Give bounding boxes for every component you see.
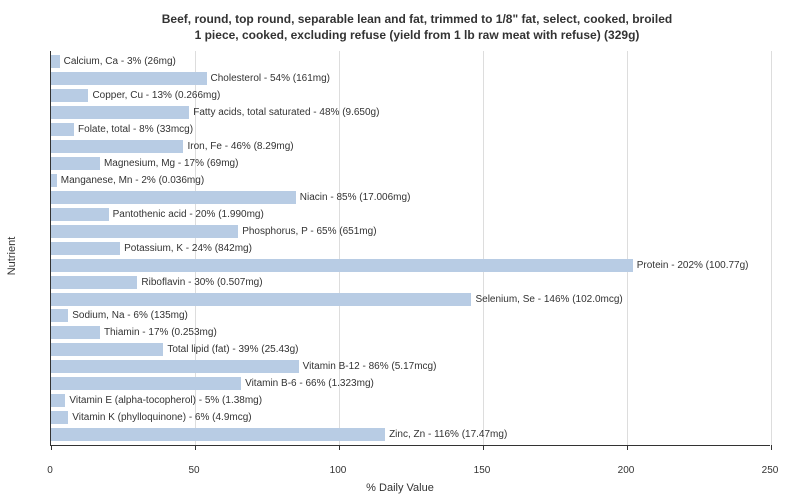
x-tick-mark <box>195 445 196 450</box>
nutrient-chart: Beef, round, top round, separable lean a… <box>0 0 800 500</box>
bar-row: Pantothenic acid - 20% (1.990mg) <box>51 206 770 223</box>
x-tick-mark <box>339 445 340 450</box>
nutrient-bar-label: Thiamin - 17% (0.253mg) <box>104 327 217 338</box>
nutrient-bar <box>51 225 238 238</box>
bar-row: Cholesterol - 54% (161mg) <box>51 70 770 87</box>
nutrient-bar <box>51 157 100 170</box>
nutrient-bar-label: Vitamin B-12 - 86% (5.17mcg) <box>303 361 437 372</box>
nutrient-bar-label: Fatty acids, total saturated - 48% (9.65… <box>193 107 379 118</box>
nutrient-bar-label: Selenium, Se - 146% (102.0mcg) <box>475 294 622 305</box>
nutrient-bar <box>51 106 189 119</box>
gridline <box>627 51 628 445</box>
nutrient-bar-label: Copper, Cu - 13% (0.266mg) <box>92 90 220 101</box>
nutrient-bar-label: Vitamin E (alpha-tocopherol) - 5% (1.38m… <box>69 395 262 406</box>
bar-row: Magnesium, Mg - 17% (69mg) <box>51 155 770 172</box>
bar-row: Folate, total - 8% (33mcg) <box>51 121 770 138</box>
nutrient-bar <box>51 89 88 102</box>
nutrient-bar-label: Sodium, Na - 6% (135mg) <box>72 310 188 321</box>
bar-row: Zinc, Zn - 116% (17.47mg) <box>51 426 770 443</box>
title-line-2: 1 piece, cooked, excluding refuse (yield… <box>195 28 640 42</box>
nutrient-bar-label: Iron, Fe - 46% (8.29mg) <box>187 141 293 152</box>
nutrient-bar-label: Vitamin K (phylloquinone) - 6% (4.9mcg) <box>72 412 251 423</box>
bar-row: Thiamin - 17% (0.253mg) <box>51 324 770 341</box>
bar-row: Iron, Fe - 46% (8.29mg) <box>51 138 770 155</box>
bar-row: Fatty acids, total saturated - 48% (9.65… <box>51 104 770 121</box>
nutrient-bar-label: Cholesterol - 54% (161mg) <box>211 73 331 84</box>
nutrient-bar <box>51 377 241 390</box>
nutrient-bar-label: Manganese, Mn - 2% (0.036mg) <box>61 175 204 186</box>
nutrient-bar-label: Magnesium, Mg - 17% (69mg) <box>104 158 239 169</box>
nutrient-bar <box>51 428 385 441</box>
nutrient-bar <box>51 242 120 255</box>
nutrient-bar <box>51 309 68 322</box>
bar-row: Protein - 202% (100.77g) <box>51 257 770 274</box>
nutrient-bar-label: Zinc, Zn - 116% (17.47mg) <box>389 429 507 440</box>
nutrient-bar-label: Riboflavin - 30% (0.507mg) <box>141 277 262 288</box>
x-tick-label: 250 <box>762 465 779 476</box>
bar-row: Selenium, Se - 146% (102.0mcg) <box>51 291 770 308</box>
bar-row: Vitamin B-12 - 86% (5.17mcg) <box>51 358 770 375</box>
bar-row: Potassium, K - 24% (842mg) <box>51 240 770 257</box>
x-tick-mark <box>771 445 772 450</box>
nutrient-bar <box>51 55 60 68</box>
bar-row: Total lipid (fat) - 39% (25.43g) <box>51 341 770 358</box>
bar-row: Calcium, Ca - 3% (26mg) <box>51 53 770 70</box>
nutrient-bar <box>51 140 183 153</box>
nutrient-bar-label: Total lipid (fat) - 39% (25.43g) <box>167 344 298 355</box>
nutrient-bar <box>51 411 68 424</box>
x-tick-label: 50 <box>188 465 199 476</box>
nutrient-bar <box>51 72 207 85</box>
bar-row: Riboflavin - 30% (0.507mg) <box>51 274 770 291</box>
x-tick-mark <box>51 445 52 450</box>
nutrient-bar-label: Vitamin B-6 - 66% (1.323mg) <box>245 378 374 389</box>
nutrient-bar <box>51 360 299 373</box>
title-line-1: Beef, round, top round, separable lean a… <box>162 12 672 26</box>
nutrient-bar-label: Folate, total - 8% (33mcg) <box>78 124 193 135</box>
bar-row: Vitamin E (alpha-tocopherol) - 5% (1.38m… <box>51 392 770 409</box>
nutrient-bar-label: Phosphorus, P - 65% (651mg) <box>242 226 376 237</box>
x-tick-label: 150 <box>474 465 491 476</box>
gridline <box>483 51 484 445</box>
bar-row: Manganese, Mn - 2% (0.036mg) <box>51 172 770 189</box>
x-axis-label: % Daily Value <box>366 482 434 494</box>
x-tick-label: 100 <box>330 465 347 476</box>
nutrient-bar <box>51 343 163 356</box>
nutrient-bar <box>51 276 137 289</box>
y-axis-label: Nutrient <box>6 237 18 276</box>
bar-row: Copper, Cu - 13% (0.266mg) <box>51 87 770 104</box>
nutrient-bar <box>51 259 633 272</box>
bar-row: Sodium, Na - 6% (135mg) <box>51 307 770 324</box>
nutrient-bar-label: Niacin - 85% (17.006mg) <box>300 192 411 203</box>
bar-row: Vitamin K (phylloquinone) - 6% (4.9mcg) <box>51 409 770 426</box>
nutrient-bar <box>51 191 296 204</box>
bar-row: Vitamin B-6 - 66% (1.323mg) <box>51 375 770 392</box>
x-tick-mark <box>627 445 628 450</box>
gridline <box>771 51 772 445</box>
plot-area: Calcium, Ca - 3% (26mg) Cholesterol - 54%… <box>50 51 770 446</box>
nutrient-bar-label: Calcium, Ca - 3% (26mg) <box>64 56 176 67</box>
nutrient-bar-label: Potassium, K - 24% (842mg) <box>124 243 252 254</box>
nutrient-bar <box>51 293 471 306</box>
bar-row: Phosphorus, P - 65% (651mg) <box>51 223 770 240</box>
chart-title: Beef, round, top round, separable lean a… <box>50 8 784 51</box>
nutrient-bar <box>51 208 109 221</box>
nutrient-bar-label: Pantothenic acid - 20% (1.990mg) <box>113 209 264 220</box>
x-tick-label: 0 <box>47 465 53 476</box>
nutrient-bar-label: Protein - 202% (100.77g) <box>637 260 749 271</box>
nutrient-bar <box>51 123 74 136</box>
x-tick-mark <box>483 445 484 450</box>
bar-row: Niacin - 85% (17.006mg) <box>51 189 770 206</box>
nutrient-bar <box>51 394 65 407</box>
x-tick-label: 200 <box>618 465 635 476</box>
nutrient-bar <box>51 326 100 339</box>
nutrient-bar <box>51 174 57 187</box>
